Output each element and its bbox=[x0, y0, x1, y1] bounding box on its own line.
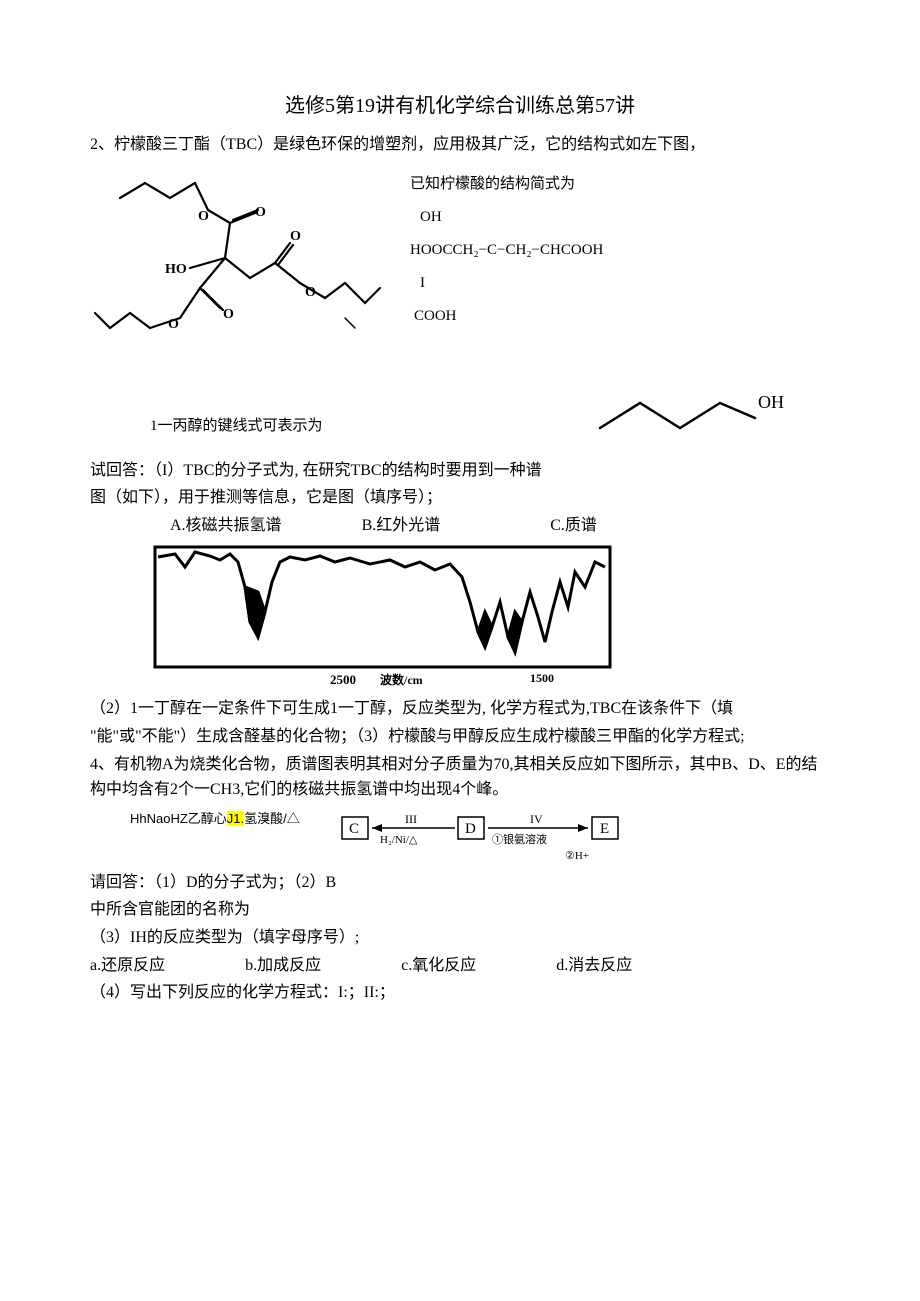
box-e: E bbox=[600, 821, 609, 837]
arrow4-bot2: ②H+ bbox=[565, 850, 589, 862]
propanol-oh-text: OH bbox=[758, 392, 784, 412]
propanol-row: 1一丙醇的键线式可表示为 OH bbox=[90, 388, 830, 438]
svg-text:HO: HO bbox=[165, 262, 187, 277]
svg-text:1500: 1500 bbox=[530, 671, 554, 685]
q4-opt-d: d.消去反应 bbox=[556, 953, 632, 979]
svg-text:O: O bbox=[305, 285, 316, 300]
svg-text:O: O bbox=[223, 307, 234, 322]
option-a: A.核磁共振氢谱 bbox=[170, 513, 282, 539]
svg-text:O: O bbox=[168, 317, 179, 332]
q2-part2-line2: "能"或"不能"）生成含醛基的化合物；（3）柠檬酸与甲醇反应生成柠檬酸三甲酯的化… bbox=[90, 724, 830, 750]
option-c: C.质谱 bbox=[550, 513, 597, 539]
q4-left-b: 氢溴酸/ bbox=[244, 811, 287, 826]
q2-part2-line1: （2）1一丁醇在一定条件下可生成1一丁醇，反应类型为, 化学方程式为,TBC在该… bbox=[90, 696, 830, 722]
q4-opt-c: c.氧化反应 bbox=[401, 953, 476, 979]
known-label: 已知柠檬酸的结构简式为 bbox=[410, 168, 603, 201]
tbc-structure-diagram: O HO O O O O O bbox=[90, 168, 390, 378]
formula-main: HOOCCH₂−C−CH₂−CHCOOH bbox=[410, 234, 603, 267]
highlight-text: J1. bbox=[227, 811, 244, 826]
arrow3-top: III bbox=[405, 812, 417, 826]
q4-intro: 4、有机物A为烧类化合物，质谱图表明其相对分子质量为70,其相关反应如下图所示，… bbox=[90, 752, 830, 803]
q2-options: A.核磁共振氢谱 B.红外光谱 C.质谱 bbox=[170, 513, 830, 539]
formula-bar: I bbox=[420, 267, 603, 300]
q2-intro: 2、柠檬酸三丁酯（TBC）是绿色环保的增塑剂，应用极其广泛，它的结构式如左下图， bbox=[90, 132, 830, 158]
svg-text:O: O bbox=[255, 205, 266, 220]
q4-options: a.还原反应 b.加成反应 c.氧化反应 d.消去反应 bbox=[90, 953, 830, 979]
spectrum-figure: 2500 波数/cm 1500 bbox=[150, 542, 830, 692]
q4-ans4: （4）写出下列反应的化学方程式：I:；II:； bbox=[90, 980, 830, 1006]
q2-answer-line1: 试回答：（I）TBC的分子式为, 在研究TBC的结构时要用到一种谱 bbox=[90, 458, 830, 484]
q4-opt-b: b.加成反应 bbox=[245, 953, 321, 979]
q4-ans3: （3）IH的反应类型为（填字母序号）; bbox=[90, 925, 830, 951]
q4-left-text: HhNaoHZ乙醇心J1.氢溴酸/△ bbox=[130, 809, 300, 830]
citric-acid-formula: 已知柠檬酸的结构简式为 OH HOOCCH₂−C−CH₂−CHCOOH I CO… bbox=[410, 168, 603, 333]
box-c: C bbox=[349, 821, 359, 837]
q4-ans2: 中所含官能团的名称为 bbox=[90, 897, 830, 923]
q4-opt-a: a.还原反应 bbox=[90, 953, 165, 979]
page-title: 选修5第19讲有机化学综合训练总第57讲 bbox=[90, 90, 830, 122]
spectrum-xlabel: 2500 bbox=[330, 672, 356, 687]
propanol-bondline-diagram: OH bbox=[590, 388, 790, 438]
arrow4-bot1: ①银氨溶液 bbox=[492, 832, 547, 846]
q4-row: HhNaoHZ乙醇心J1.氢溴酸/△ C III H₂/Ni/△ D IV ①银… bbox=[90, 809, 830, 864]
formula-oh: OH bbox=[420, 201, 603, 234]
formula-cooh: COOH bbox=[414, 300, 603, 333]
arrow4-top: IV bbox=[530, 812, 543, 826]
q4-ans1: 请回答：（1）D的分子式为；（2）B bbox=[90, 870, 830, 896]
reaction-scheme-diagram: C III H₂/Ni/△ D IV ①银氨溶液 ②H+ E bbox=[340, 809, 680, 864]
q4-left-a: HhNaoHZ乙醇心 bbox=[130, 811, 227, 826]
triangle-icon: △ bbox=[287, 811, 300, 826]
ir-spectrum-diagram: 2500 波数/cm 1500 bbox=[150, 542, 630, 692]
arrow3-bot: H₂/Ni/△ bbox=[380, 834, 418, 846]
box-d: D bbox=[465, 821, 476, 837]
option-b: B.红外光谱 bbox=[362, 513, 441, 539]
svg-text:O: O bbox=[290, 229, 301, 244]
svg-text:O: O bbox=[198, 209, 209, 224]
q2-answer-line2: 图（如下），用于推测等信息，它是图（填序号）； bbox=[90, 485, 830, 511]
propanol-label: 1一丙醇的键线式可表示为 bbox=[150, 414, 323, 438]
svg-text:波数/cm: 波数/cm bbox=[380, 672, 423, 687]
q2-figure-row: O HO O O O O O 已知柠檬酸的结构简式为 OH HOOCCH₂−C−… bbox=[90, 168, 830, 378]
